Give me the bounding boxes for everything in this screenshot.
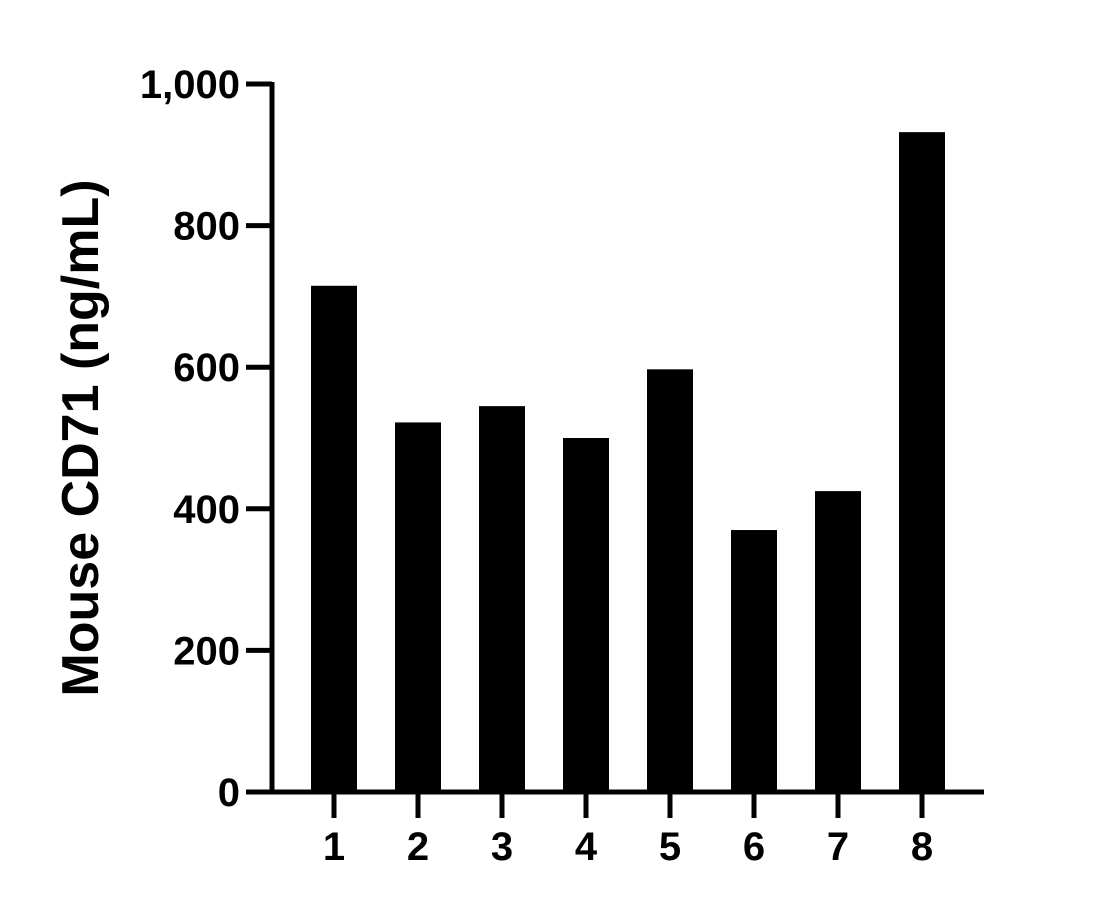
bar-2 (395, 422, 441, 792)
y-tick-label: 400 (173, 488, 240, 532)
y-tick-label: 600 (173, 346, 240, 390)
y-tick-label: 1,000 (140, 63, 240, 107)
bar-1 (311, 285, 357, 792)
bar-7 (815, 491, 861, 792)
bars-group (311, 132, 945, 793)
y-axis: 0 200 400 600 800 1,000 (140, 63, 275, 815)
bar-6 (731, 530, 777, 792)
x-tick-label: 3 (491, 825, 513, 869)
y-axis-title: Mouse CD71 (ng/mL) (52, 179, 110, 696)
x-tick-label: 2 (407, 825, 429, 869)
x-axis: 1 2 3 4 5 6 7 8 (270, 789, 984, 869)
y-tick-label: 0 (218, 771, 240, 815)
x-tick-label: 7 (827, 825, 849, 869)
x-tick-label: 6 (743, 825, 765, 869)
y-tick-label: 800 (173, 205, 240, 249)
x-tick-label: 4 (575, 825, 598, 869)
x-tick-label: 8 (911, 825, 933, 869)
bar-5 (647, 369, 693, 792)
bar-4 (563, 438, 609, 792)
bar-8 (899, 132, 945, 793)
bar-3 (479, 406, 525, 792)
x-tick-label: 1 (323, 825, 345, 869)
y-tick-label: 200 (173, 629, 240, 673)
x-tick-label: 5 (659, 825, 681, 869)
